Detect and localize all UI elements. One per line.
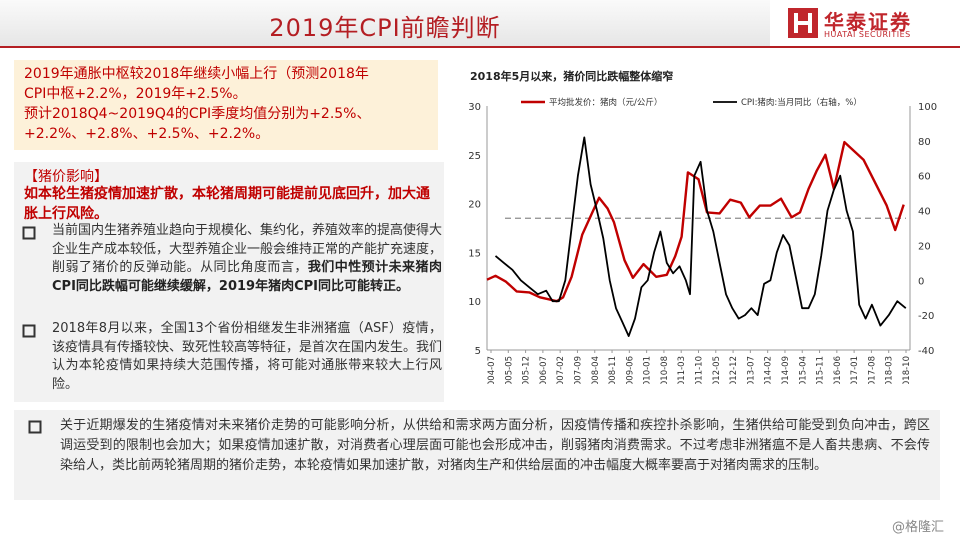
x-tick-label: 2007-02 bbox=[556, 356, 566, 384]
pork-price-cpi-chart: 5 10 15 20 25 30 -40 -20 0 20 40 60 80 100 2004-07 2005… bbox=[468, 97, 937, 384]
pork-impact-title: 【猪价影响】 bbox=[24, 169, 108, 185]
y-left-tick-label: 5 bbox=[475, 346, 481, 357]
x-tick-label: 2012-12 bbox=[729, 356, 739, 384]
y-right-tick-label: 0 bbox=[918, 276, 924, 287]
x-tick-label: 2014-02 bbox=[764, 356, 774, 384]
x-tick-label: 2012-05 bbox=[712, 356, 722, 384]
huatai-logo-icon bbox=[788, 8, 818, 38]
pork-bullet-2: 2018年8月以来，全国13个省份相继发生非洲猪瘟（ASF）疫情，该疫情具有传播… bbox=[52, 321, 443, 392]
legend-label-pork-cpi: CPI:猪肉:当月同比（右轴，%） bbox=[741, 97, 862, 108]
page-title: 2019年CPI前瞻判断 bbox=[269, 14, 501, 42]
summary-line-4: +2.2%、+2.8%、+2.5%、+2.2%。 bbox=[24, 126, 270, 142]
summary-line-3: 预计2018Q4~2019Q4的CPI季度均值分别为+2.5%、 bbox=[24, 106, 371, 122]
y-right-tick-label: 100 bbox=[918, 102, 937, 113]
y-left-tick-label: 10 bbox=[468, 297, 481, 308]
pork-impact-box: 【猪价影响】 如本轮生猪疫情加速扩散，本轮猪周期可能提前见底回升，加大通胀上行风… bbox=[14, 162, 444, 402]
header-divider bbox=[0, 46, 960, 48]
square-bullet-icon bbox=[28, 420, 42, 434]
y-left-tick-label: 15 bbox=[468, 248, 481, 259]
x-tick-label: 2014-09 bbox=[781, 356, 791, 384]
square-bullet-icon bbox=[22, 226, 36, 240]
logo-text-en: HUATAI SECURITIES bbox=[824, 30, 911, 39]
x-tick-label: 2011-10 bbox=[695, 356, 705, 384]
x-tick-label: 2016-06 bbox=[833, 356, 843, 384]
x-tick-label: 2013-07 bbox=[746, 356, 756, 384]
watermark: @格隆汇 bbox=[891, 520, 944, 535]
pork-bullet-1-text: 当前国内生猪养殖业趋向于规模化、集约化，养殖效率的提高使得大企业生产成本较低，大… bbox=[52, 223, 443, 276]
pork-cpi-line bbox=[494, 136, 907, 338]
x-tick-label: 2007-09 bbox=[573, 356, 583, 384]
huatai-logo: 华泰证券 HUATAI SECURITIES bbox=[788, 6, 958, 42]
y-right-tick-label: 20 bbox=[918, 241, 931, 252]
x-tick-label: 2018-03 bbox=[885, 356, 895, 384]
x-tick-label: 2005-05 bbox=[504, 356, 514, 384]
title-band bbox=[0, 0, 770, 46]
x-tick-label: 2011-03 bbox=[677, 356, 687, 384]
pork-impact-lead: 如本轮生猪疫情加速扩散，本轮猪周期可能提前见底回升，加大通胀上行风险。 bbox=[24, 186, 430, 222]
analysis-text: 关于近期爆发的生猪疫情对未来猪价走势的可能影响分析，从供给和需求两方面分析，因疫… bbox=[60, 418, 930, 473]
header: 2019年CPI前瞻判断 华泰证券 HUATAI SECURITIES bbox=[0, 0, 960, 46]
summary-line-2: CPI中枢+2.2%，2019年+2.5%。 bbox=[24, 86, 247, 102]
x-tick-label: 2015-04 bbox=[798, 356, 808, 384]
x-tick-label: 2005-12 bbox=[522, 356, 532, 384]
square-bullet-icon bbox=[22, 324, 36, 338]
summary-line-1: 2019年通胀中枢较2018年继续小幅上行（预测2018年 bbox=[24, 66, 369, 82]
x-tick-label: 2008-04 bbox=[591, 356, 601, 384]
analysis-box: 关于近期爆发的生猪疫情对未来猪价走势的可能影响分析，从供给和需求两方面分析，因疫… bbox=[14, 410, 940, 500]
x-tick-label: 2009-06 bbox=[625, 356, 635, 384]
pork-bullet-1: 当前国内生猪养殖业趋向于规模化、集约化，养殖效率的提高使得大企业生产成本较低，大… bbox=[52, 222, 442, 296]
x-tick-label: 2010-08 bbox=[660, 356, 670, 384]
x-tick-label: 2006-07 bbox=[539, 356, 549, 384]
chart-title: 2018年5月以来，猪价同比跌幅整体缩窄 bbox=[470, 70, 674, 83]
y-right-tick-label: 60 bbox=[918, 172, 931, 183]
logo-text-cn: 华泰证券 bbox=[824, 10, 912, 34]
y-left-tick-label: 30 bbox=[468, 102, 481, 113]
pork-price-line bbox=[486, 140, 905, 303]
y-right-tick-label: -20 bbox=[918, 311, 934, 322]
x-tick-label: 2010-01 bbox=[643, 356, 653, 384]
x-tick-label: 2008-11 bbox=[608, 356, 618, 384]
y-right-tick-label: 40 bbox=[918, 207, 931, 218]
y-right-tick-label: -40 bbox=[918, 346, 934, 357]
x-tick-label: 2015-11 bbox=[816, 356, 826, 384]
summary-box: 2019年通胀中枢较2018年继续小幅上行（预测2018年 CPI中枢+2.2%… bbox=[14, 60, 438, 150]
y-left-tick-label: 20 bbox=[468, 200, 481, 211]
x-tick-label: 2017-08 bbox=[867, 356, 877, 384]
y-left-tick-label: 25 bbox=[468, 151, 481, 162]
pork-bullet-1-bold: 我们中性预计未来猪肉CPI同比跌幅可能继续缓解，2019年猪肉CPI同比可能转正… bbox=[52, 260, 442, 294]
x-tick-label: 2017-01 bbox=[850, 356, 860, 384]
y-right-tick-label: 80 bbox=[918, 137, 931, 148]
x-tick-label: 2004-07 bbox=[487, 356, 497, 384]
legend-label-pork-price: 平均批发价：猪肉（元/公斤） bbox=[549, 97, 662, 108]
x-tick-label: 2018-10 bbox=[902, 356, 912, 384]
